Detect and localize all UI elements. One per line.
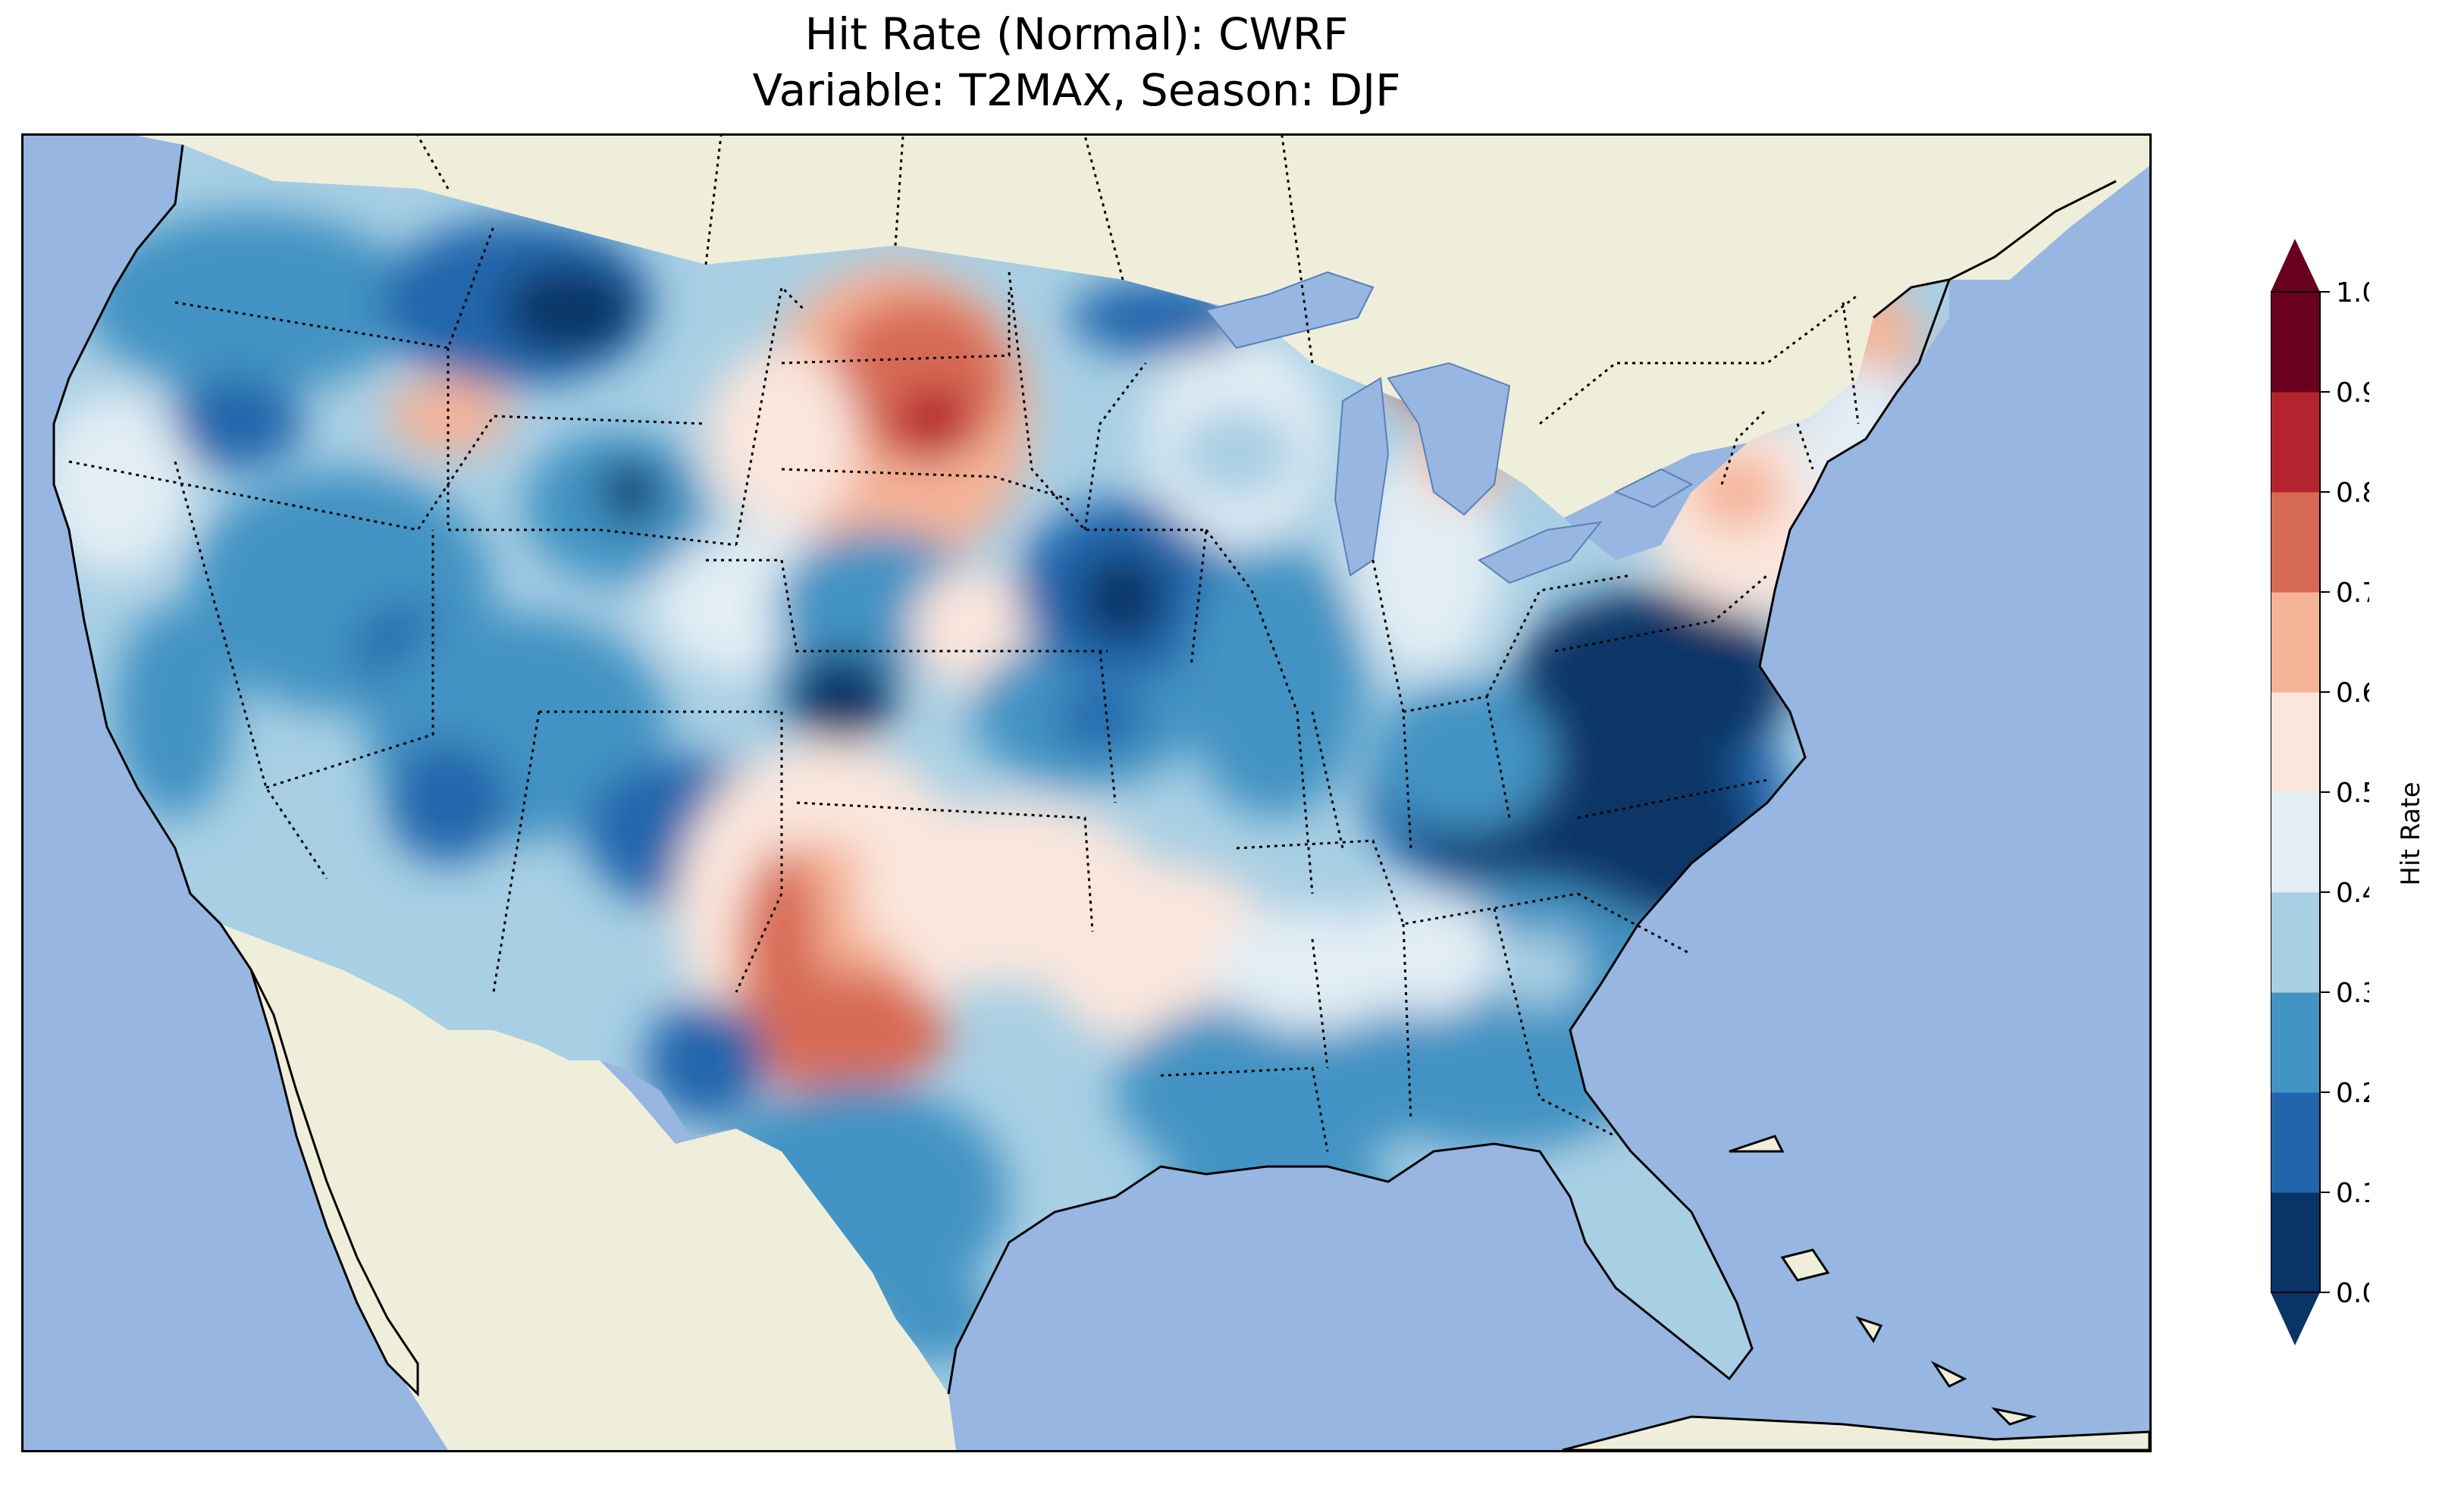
colorbar-tick-label: 0.5 bbox=[2336, 778, 2369, 809]
colorbar-max-arrow bbox=[2271, 239, 2320, 292]
east-gulf-coastline bbox=[947, 279, 1951, 1395]
maritime-coastline bbox=[1873, 180, 2117, 319]
map-panel bbox=[21, 133, 2152, 1452]
great-lakes bbox=[1205, 271, 1694, 584]
map-subtitle: Variable: T2MAX, Season: DJF bbox=[752, 64, 1401, 116]
colorbar-swatch bbox=[2271, 792, 2320, 893]
colorbar-swatch bbox=[2271, 892, 2320, 993]
colorbar-tick-label: 0.9 bbox=[2336, 377, 2369, 409]
map-canvas bbox=[24, 136, 2149, 1450]
colorbar-tick-label: 1.0 bbox=[2336, 277, 2369, 309]
mexico-land bbox=[221, 924, 956, 1450]
state-borders bbox=[68, 136, 1860, 1152]
colorbar-tick-label: 0.4 bbox=[2336, 878, 2369, 909]
cuba-land bbox=[1562, 1415, 2149, 1450]
colorbar-tick-label: 0.0 bbox=[2336, 1278, 2369, 1309]
colorbar-swatch bbox=[2271, 692, 2320, 793]
west-coastline bbox=[52, 144, 252, 970]
canada-land bbox=[24, 136, 2149, 530]
colorbar-swatch bbox=[2271, 592, 2320, 693]
colorbar: 0.0 0.1 0.2 0.3 0.4 0.5 0.6 0.7 0.8 0.9 1.0 bbox=[2271, 239, 2369, 1345]
colorbar-min-arrow bbox=[2271, 1292, 2320, 1345]
colorbar-tick-label: 0.1 bbox=[2336, 1178, 2369, 1209]
colorbar-label: Hit Rate bbox=[2396, 781, 2426, 886]
colorbar-tick-label: 0.7 bbox=[2336, 578, 2369, 609]
map-title: Hit Rate (Normal): CWRF bbox=[804, 8, 1349, 60]
colorbar-swatch bbox=[2271, 292, 2320, 393]
bahamas-land bbox=[1729, 1135, 2037, 1426]
colorbar-swatch bbox=[2271, 492, 2320, 593]
baja-land bbox=[249, 969, 419, 1397]
colorbar-swatch bbox=[2271, 392, 2320, 493]
colorbar-swatch bbox=[2271, 1092, 2320, 1193]
colorbar-tick-label: 0.6 bbox=[2336, 678, 2369, 709]
colorbar-tick-label: 0.3 bbox=[2336, 978, 2369, 1009]
colorbar-tick-label: 0.8 bbox=[2336, 478, 2369, 509]
colorbar-swatch bbox=[2271, 992, 2320, 1093]
colorbar-swatch bbox=[2271, 1192, 2320, 1293]
colorbar-tick-label: 0.2 bbox=[2336, 1078, 2369, 1109]
